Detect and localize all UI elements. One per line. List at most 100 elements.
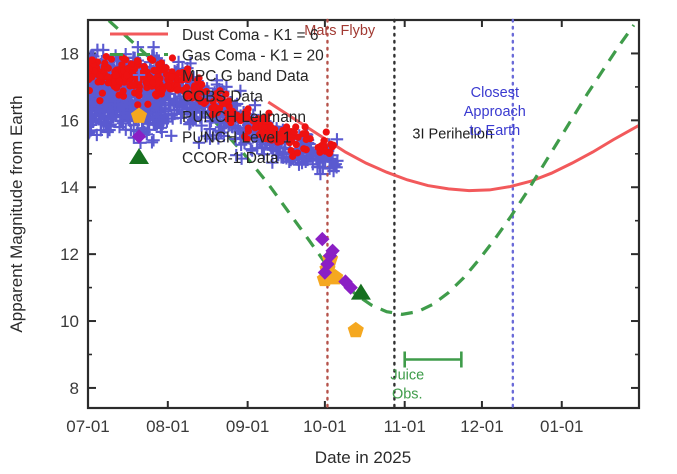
dot-marker xyxy=(213,93,222,101)
dot-marker xyxy=(149,79,157,87)
plus-marker xyxy=(149,118,162,132)
dot-marker xyxy=(322,128,330,136)
y-tick-label: 12 xyxy=(60,245,79,264)
dot-marker xyxy=(152,67,161,75)
dot-marker xyxy=(118,61,126,69)
annotation-label: Closest xyxy=(471,85,519,101)
dot-marker xyxy=(162,64,170,72)
dot-marker xyxy=(144,100,152,108)
annotation-label: Approach xyxy=(464,104,526,120)
dot-marker xyxy=(89,73,96,81)
dot-marker xyxy=(94,78,102,86)
plus-marker xyxy=(160,115,174,128)
y-tick-label: 10 xyxy=(60,312,79,331)
legend-label: Dust Coma - K1 = 6 xyxy=(182,27,319,44)
dot-marker xyxy=(133,57,142,65)
plus-marker xyxy=(330,133,344,146)
dot-marker xyxy=(195,95,203,103)
dot-marker xyxy=(300,145,308,153)
dot-marker xyxy=(135,91,143,100)
observation-scatter xyxy=(89,40,344,181)
dot-marker xyxy=(104,79,112,87)
dot-marker xyxy=(164,82,172,90)
plus-marker xyxy=(172,55,185,69)
dot-marker xyxy=(186,72,194,81)
dot-marker xyxy=(112,71,120,80)
diamond-marker xyxy=(315,231,330,247)
pentagon-marker xyxy=(347,321,364,338)
dot-marker xyxy=(208,111,216,119)
axis-ticks: 07-01 08-01 09-01 10-01 11-01 12-01 01-01 8 10 12… xyxy=(60,20,639,436)
plus-marker xyxy=(313,160,327,173)
plus-marker xyxy=(155,125,169,139)
plus-marker xyxy=(266,156,279,169)
dot-marker xyxy=(119,92,128,100)
annotation-label: 3I Perihelion xyxy=(412,127,493,143)
triangle-marker xyxy=(129,148,149,164)
x-tick-label: 01-01 xyxy=(540,417,583,436)
chart-annotations: Juice Obs. 3I Perihelion Closest Approach to … xyxy=(304,23,526,403)
dot-marker xyxy=(155,77,163,85)
dot-marker xyxy=(325,149,333,158)
pentagon-marker xyxy=(130,107,148,123)
dot-marker xyxy=(101,59,109,67)
annotation-label: to Earth xyxy=(469,123,520,139)
dot-marker xyxy=(287,146,295,155)
dot-marker xyxy=(244,124,252,132)
dot-marker xyxy=(319,140,327,148)
dot-marker xyxy=(198,80,206,89)
dot-marker xyxy=(282,123,291,131)
plus-marker xyxy=(234,84,247,98)
dot-marker xyxy=(129,81,137,89)
triangle-marker xyxy=(350,283,371,300)
plus-marker xyxy=(103,123,116,137)
legend-label: CCOR-1 Data xyxy=(182,150,279,167)
annotation-label: Juice xyxy=(390,368,424,384)
chart-legend: Dust Coma - K1 = 6 Gas Coma - K1 = 20 MPC … xyxy=(110,27,324,167)
plus-marker xyxy=(301,153,314,167)
plus-marker xyxy=(195,119,208,132)
plus-marker xyxy=(147,134,160,147)
legend-label: Gas Coma - K1 = 20 xyxy=(182,48,324,65)
plus-marker xyxy=(330,161,343,174)
diamond-marker xyxy=(131,129,147,144)
y-axis-label: Apparent Magnitude from Earth xyxy=(7,95,26,332)
dot-marker xyxy=(96,97,104,105)
plus-marker xyxy=(145,136,159,149)
dot-marker xyxy=(302,135,310,144)
plus-marker xyxy=(147,117,160,130)
plot-frame-group xyxy=(86,18,641,410)
legend-label: MPC G band Data xyxy=(182,68,309,85)
dot-marker xyxy=(267,123,275,131)
dot-marker xyxy=(173,86,181,94)
plus-marker xyxy=(244,143,257,156)
dot-marker xyxy=(267,136,276,144)
dot-marker xyxy=(151,90,160,98)
x-tick-label: 09-01 xyxy=(226,417,269,436)
annotation-label: Obs. xyxy=(392,387,423,403)
x-axis-label: Date in 2025 xyxy=(315,448,411,467)
dot-marker xyxy=(290,128,299,136)
dot-marker xyxy=(241,132,249,141)
y-tick-label: 16 xyxy=(60,111,79,130)
dot-marker xyxy=(107,55,116,63)
diamond-marker xyxy=(343,280,358,295)
plus-marker xyxy=(257,147,271,161)
dot-marker xyxy=(89,56,96,64)
plus-marker xyxy=(94,104,107,118)
y-tick-label: 18 xyxy=(60,44,79,63)
dot-marker xyxy=(140,64,149,72)
dot-marker xyxy=(168,54,177,62)
dot-marker xyxy=(119,87,127,95)
dot-marker xyxy=(89,86,93,95)
plus-marker xyxy=(214,126,228,139)
plus-marker xyxy=(154,97,167,110)
x-tick-label: 08-01 xyxy=(146,417,189,436)
dot-marker xyxy=(222,90,230,98)
plus-marker xyxy=(250,141,264,155)
dot-marker xyxy=(244,105,252,113)
dot-marker xyxy=(328,143,337,151)
dot-marker xyxy=(280,129,288,138)
